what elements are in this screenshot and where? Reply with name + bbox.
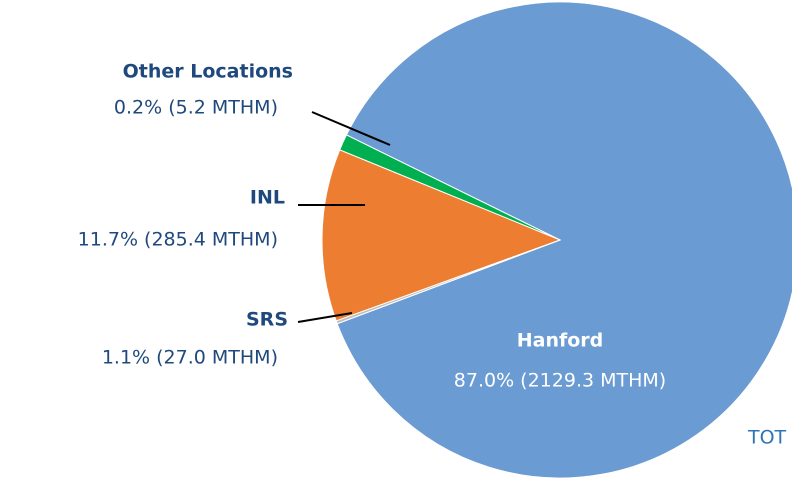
- leader-line: [311, 111, 391, 146]
- annotation: TOT: [747, 427, 787, 449]
- leader-line: [297, 312, 353, 323]
- pie-slice: [335, 239, 561, 325]
- slice-name: Hanford: [517, 330, 604, 352]
- pie-slice: [321, 149, 562, 322]
- slice-value-label: 87.0% (2129.3 MTHM): [454, 370, 666, 392]
- pie-slice: [336, 1, 792, 479]
- slice-value-label: 11.7% (285.4 MTHM): [78, 229, 278, 251]
- slice-name: Other Locations: [123, 61, 293, 83]
- slice-value-label: 1.1% (27.0 MTHM): [102, 347, 278, 369]
- slice-value-label: 0.2% (5.2 MTHM): [114, 97, 278, 119]
- slice-name: INL: [250, 187, 285, 209]
- slice-name: SRS: [246, 309, 288, 331]
